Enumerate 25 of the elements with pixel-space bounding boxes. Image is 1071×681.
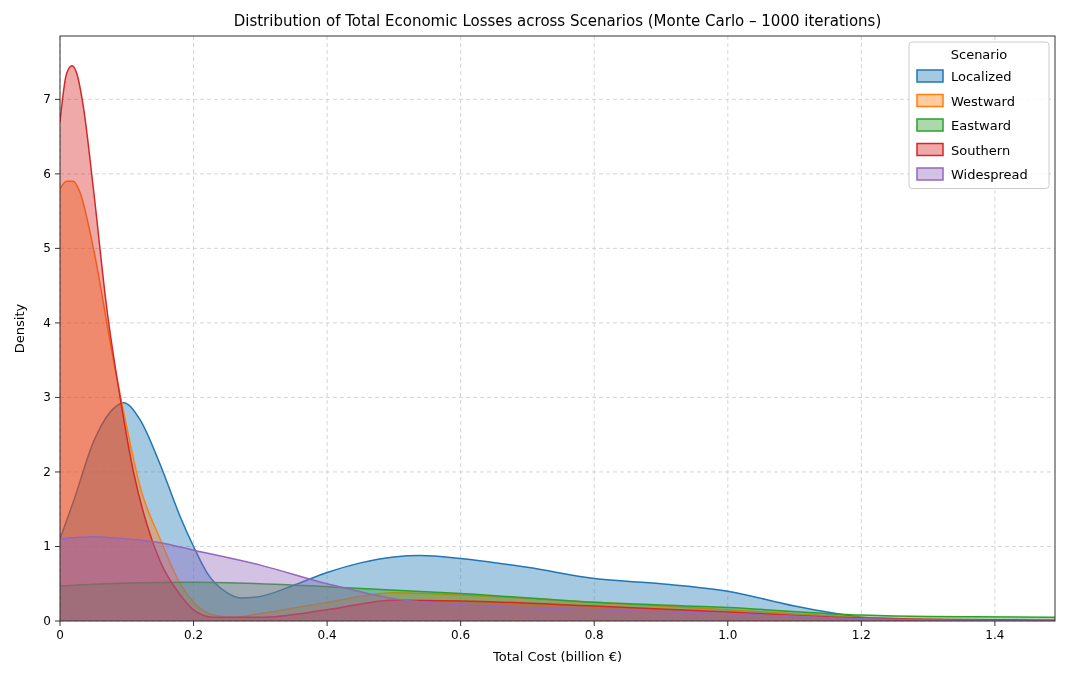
legend-title: Scenario: [950, 47, 1008, 62]
legend-label: Localized: [951, 69, 1012, 84]
x-tick-label: 1.0: [718, 628, 738, 642]
x-tick-label: 0.6: [451, 628, 471, 642]
chart-title: Distribution of Total Economic Losses across Scenarios (Monte Carlo – 1000 iterations): [233, 12, 882, 30]
legend-label: Westward: [951, 93, 1015, 109]
legend-label: Eastward: [951, 118, 1012, 133]
x-axis-title: Total Cost (billion €): [492, 649, 622, 664]
x-tick-label: 0.8: [584, 628, 604, 642]
legend-label: Widespread: [951, 167, 1028, 182]
y-tick-label: 5: [43, 241, 51, 256]
y-tick-label: 3: [43, 390, 51, 405]
x-tick-label: 0.2: [184, 628, 204, 642]
y-tick-label: 6: [43, 166, 51, 181]
y-tick-label: 7: [43, 92, 51, 107]
y-tick-label: 4: [43, 315, 51, 330]
y-tick-label: 0: [43, 614, 51, 628]
legend-label: Southern: [951, 142, 1011, 158]
y-tick-label: 2: [43, 464, 51, 479]
x-tick-label: 1.2: [851, 628, 871, 642]
x-tick-label: 1.4: [985, 628, 1005, 642]
y-axis-title: Density: [12, 303, 27, 354]
x-tick-label: 0: [56, 628, 64, 642]
y-tick-label: 1: [43, 539, 51, 554]
x-tick-label: 0.4: [317, 628, 337, 642]
